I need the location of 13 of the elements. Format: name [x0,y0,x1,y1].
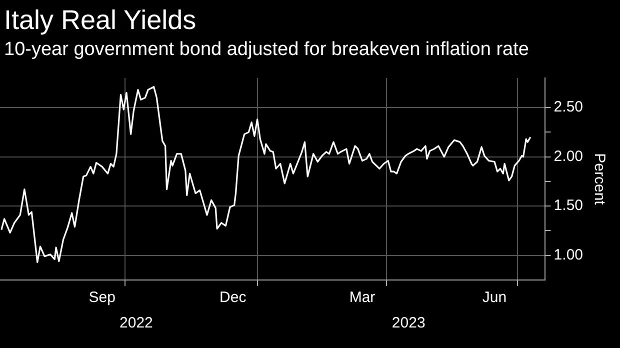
x-tick-label: Mar [349,289,376,306]
chart-title: Italy Real Yields [3,4,198,36]
y-tick-label: 2.50 [554,98,584,116]
x-tick-label: Dec [220,289,247,306]
chart-subtitle: 10-year government bond adjusted for breakeven inflation rate [3,38,530,62]
y-tick-label: 1.00 [554,246,584,264]
text: 2023 [392,314,426,332]
text: 2022 [120,314,153,332]
y-tick-label: 2.00 [554,148,584,165]
y-tick-label: 1.50 [554,197,584,214]
y-axis-title: Percent [590,153,608,206]
x-tick-label: Jun [482,289,507,306]
x-tick-label: Sep [88,289,116,306]
